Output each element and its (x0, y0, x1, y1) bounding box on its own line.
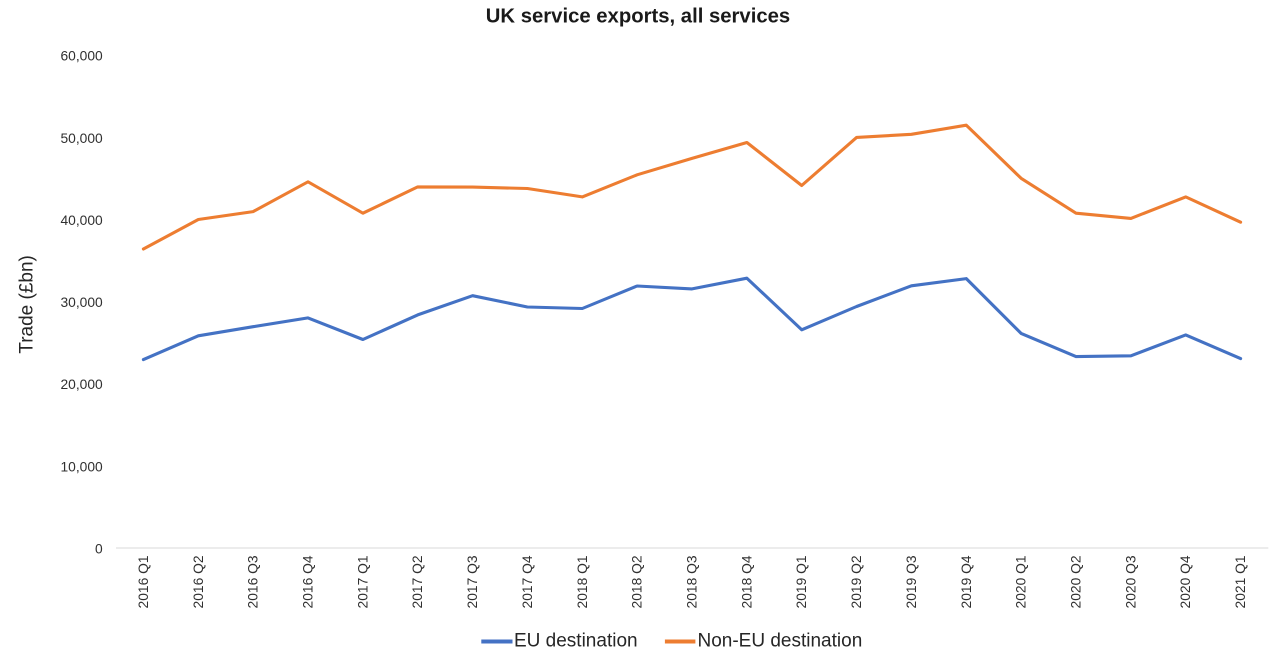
svg-text:2019 Q3: 2019 Q3 (904, 555, 919, 608)
svg-text:2016 Q2: 2016 Q2 (191, 556, 206, 609)
svg-text:2016 Q3: 2016 Q3 (246, 555, 261, 608)
svg-text:2019 Q2: 2019 Q2 (849, 556, 864, 609)
svg-text:2016 Q1: 2016 Q1 (136, 556, 151, 609)
svg-text:2017 Q4: 2017 Q4 (520, 555, 535, 608)
svg-text:2020 Q4: 2020 Q4 (1178, 555, 1193, 608)
svg-text:2018 Q2: 2018 Q2 (630, 556, 645, 609)
svg-text:2018 Q3: 2018 Q3 (685, 555, 700, 608)
svg-text:10,000: 10,000 (60, 459, 103, 474)
svg-text:50,000: 50,000 (60, 131, 103, 146)
svg-text:2020 Q2: 2020 Q2 (1069, 556, 1084, 609)
svg-text:Non-EU destination: Non-EU destination (698, 630, 863, 651)
svg-text:2018 Q4: 2018 Q4 (739, 555, 754, 608)
svg-text:2020 Q1: 2020 Q1 (1014, 556, 1029, 609)
svg-text:2017 Q3: 2017 Q3 (465, 555, 480, 608)
svg-text:2018 Q1: 2018 Q1 (575, 556, 590, 609)
svg-text:2019 Q4: 2019 Q4 (959, 555, 974, 608)
svg-text:40,000: 40,000 (60, 213, 103, 228)
svg-text:0: 0 (95, 542, 103, 557)
svg-text:2017 Q1: 2017 Q1 (355, 556, 370, 609)
svg-text:2021 Q1: 2021 Q1 (1233, 556, 1248, 609)
svg-text:2020 Q3: 2020 Q3 (1123, 555, 1138, 608)
svg-text:2019 Q1: 2019 Q1 (794, 556, 809, 609)
svg-text:2016 Q4: 2016 Q4 (301, 555, 316, 608)
svg-text:2017 Q2: 2017 Q2 (410, 556, 425, 609)
svg-text:20,000: 20,000 (60, 377, 103, 392)
svg-text:Trade (£bn): Trade (£bn) (16, 255, 37, 354)
svg-text:60,000: 60,000 (60, 49, 103, 64)
svg-text:EU destination: EU destination (514, 630, 638, 651)
svg-text:30,000: 30,000 (60, 295, 103, 310)
svg-text:UK service exports, all servic: UK service exports, all services (486, 6, 790, 28)
